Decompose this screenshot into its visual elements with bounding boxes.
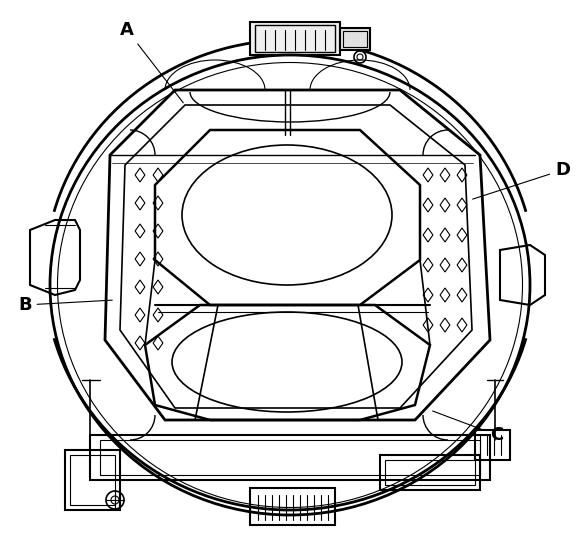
Text: B: B <box>18 296 112 314</box>
Text: C: C <box>433 411 503 444</box>
Text: D: D <box>473 161 570 199</box>
Text: A: A <box>120 21 183 103</box>
Polygon shape <box>250 22 340 55</box>
Polygon shape <box>340 28 370 50</box>
